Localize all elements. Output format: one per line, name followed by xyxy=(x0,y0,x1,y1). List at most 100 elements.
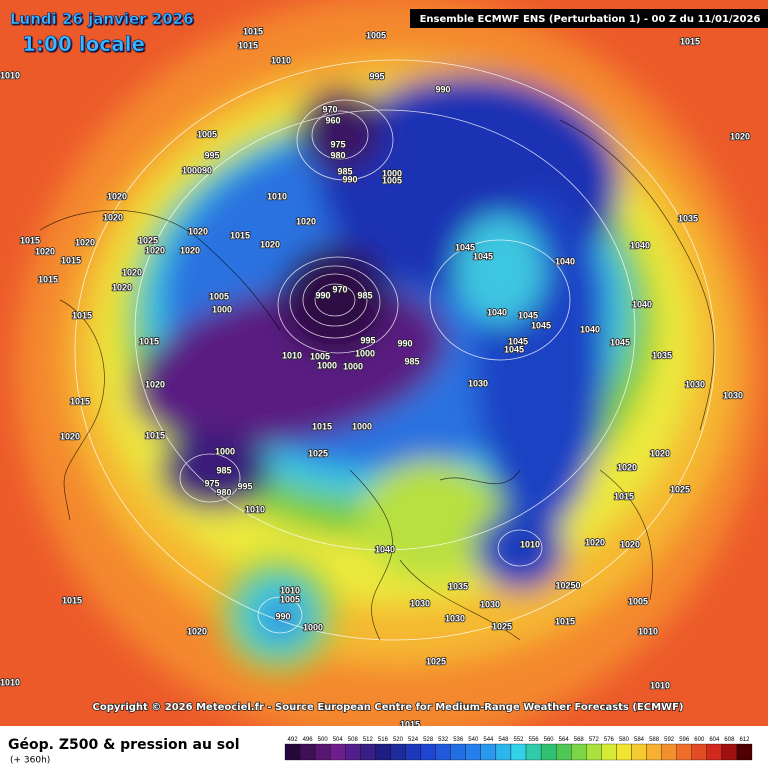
pressure-label: 1015 xyxy=(614,491,634,501)
header-box xyxy=(410,9,768,28)
pressure-label: 1030 xyxy=(410,598,430,608)
colorbar-tick-label: 540 xyxy=(468,737,479,743)
colorbar-tick-label: 496 xyxy=(303,737,314,743)
pressure-label: 970 xyxy=(322,104,337,114)
pressure-label: 1040 xyxy=(487,307,507,317)
pressure-label: 1020 xyxy=(107,191,127,201)
pressure-label: 1005 xyxy=(382,175,402,185)
colorbar-swatch xyxy=(601,743,617,761)
colorbar-swatch xyxy=(736,743,753,761)
pressure-label: 1020 xyxy=(145,379,165,389)
colorbar-tick-label: 560 xyxy=(544,737,555,743)
colorbar-swatch xyxy=(435,743,451,761)
colorbar-swatch xyxy=(450,743,466,761)
pressure-label: 1015 xyxy=(38,274,58,284)
colorbar-swatch xyxy=(571,743,587,761)
colorbar-tick-label: 604 xyxy=(709,737,720,743)
pressure-label: 1010 xyxy=(245,504,265,514)
pressure-label: 1000 xyxy=(352,421,372,431)
pressure-label: 1020 xyxy=(122,267,142,277)
colorbar-tick-label: 552 xyxy=(513,737,524,743)
colorbar-tick-label: 596 xyxy=(679,737,690,743)
colorbar-tick-label: 600 xyxy=(694,737,705,743)
pressure-label: 1020 xyxy=(650,448,670,458)
colorbar-tick-label: 592 xyxy=(664,737,675,743)
colorbar-tick-label: 524 xyxy=(408,737,419,743)
forecast-date: Lundi 26 janvier 2026 xyxy=(10,10,194,28)
pressure-label: 1020 xyxy=(187,626,207,636)
pressure-label: 1015 xyxy=(555,616,575,626)
colorbar-swatch xyxy=(495,743,512,761)
pressure-label: 1015 xyxy=(238,40,258,50)
colorbar-swatch xyxy=(631,743,647,761)
pressure-label: 990 xyxy=(315,290,330,300)
colorbar-swatch xyxy=(420,743,436,761)
pressure-label: 1020 xyxy=(35,246,55,256)
colorbar-swatch xyxy=(284,743,301,761)
pressure-label: 995 xyxy=(237,481,252,491)
pressure-label: 1000 xyxy=(343,361,363,371)
colorbar-swatch xyxy=(556,743,572,761)
pressure-label: 975 xyxy=(204,478,219,488)
pressure-label: 1045 xyxy=(508,336,528,346)
pressure-label: 1005 xyxy=(209,291,229,301)
colorbar-swatch xyxy=(360,743,376,761)
pressure-label: 990 xyxy=(435,84,450,94)
pressure-label: 1015 xyxy=(243,26,263,36)
colorbar-tick-label: 612 xyxy=(739,737,750,743)
pressure-label: 1020 xyxy=(145,245,165,255)
pressure-label: 10250 xyxy=(555,580,580,590)
pressure-label: 1030 xyxy=(445,613,465,623)
colorbar-tick-label: 508 xyxy=(348,737,359,743)
colorbar-swatch xyxy=(661,743,677,761)
pressure-label: 1035 xyxy=(652,350,672,360)
isobars xyxy=(74,59,716,641)
pressure-label: 1035 xyxy=(448,581,468,591)
pressure-label: 1020 xyxy=(620,539,640,549)
pressure-label: 1005 xyxy=(628,596,648,606)
colorbar-swatch xyxy=(375,743,391,761)
colorbar-swatch xyxy=(390,743,406,761)
colorbar-tick-label: 512 xyxy=(363,737,374,743)
pressure-label: 1010 xyxy=(271,55,291,65)
colorbar-swatch xyxy=(721,743,738,761)
pressure-label: 1005 xyxy=(366,30,386,40)
model-run: Ensemble ECMWF ENS (Perturbation 1) - 00… xyxy=(420,14,761,25)
pressure-label: 1000 xyxy=(317,360,337,370)
pressure-label: 985 xyxy=(357,290,372,300)
pressure-label: 1005 xyxy=(310,351,330,361)
colorbar-swatch xyxy=(706,743,723,761)
colorbar-tick-label: 492 xyxy=(288,737,299,743)
colorbar-tick-label: 580 xyxy=(619,737,630,743)
colorbar-tick-label: 500 xyxy=(318,737,329,743)
pressure-label: 1015 xyxy=(139,336,159,346)
pressure-label: 1010 xyxy=(0,70,20,80)
pressure-label: 1030 xyxy=(468,378,488,388)
colorbar-tick-label: 520 xyxy=(393,737,404,743)
pressure-label: 960 xyxy=(325,115,340,125)
pressure-label: 1025 xyxy=(138,235,158,245)
pressure-label: 1010 xyxy=(267,191,287,201)
pressure-label: 1020 xyxy=(180,245,200,255)
pressure-label: 1040 xyxy=(580,324,600,334)
pressure-label: 1040 xyxy=(632,299,652,309)
colorbar-swatch xyxy=(525,743,542,761)
pressure-label: 1000 xyxy=(303,622,323,632)
pressure-label: 980 xyxy=(216,487,231,497)
pressure-label: 1045 xyxy=(610,337,630,347)
pressure-label: 1020 xyxy=(103,212,123,222)
pressure-label: 1015 xyxy=(230,230,250,240)
pressure-label: 1045 xyxy=(455,242,475,252)
pressure-label: 1015 xyxy=(145,430,165,440)
coastlines xyxy=(39,119,715,641)
pressure-label: 1000 xyxy=(382,168,402,178)
colorbar-swatch xyxy=(691,743,707,761)
pressure-label: 1005 xyxy=(280,594,300,604)
pressure-label: 1010 xyxy=(0,677,20,687)
pressure-label: 985 xyxy=(404,356,419,366)
pressure-label: 1025 xyxy=(670,484,690,494)
colorbar-tick-label: 544 xyxy=(483,737,494,743)
pressure-label: 1010 xyxy=(638,626,658,636)
colorbar-swatch xyxy=(646,743,662,761)
